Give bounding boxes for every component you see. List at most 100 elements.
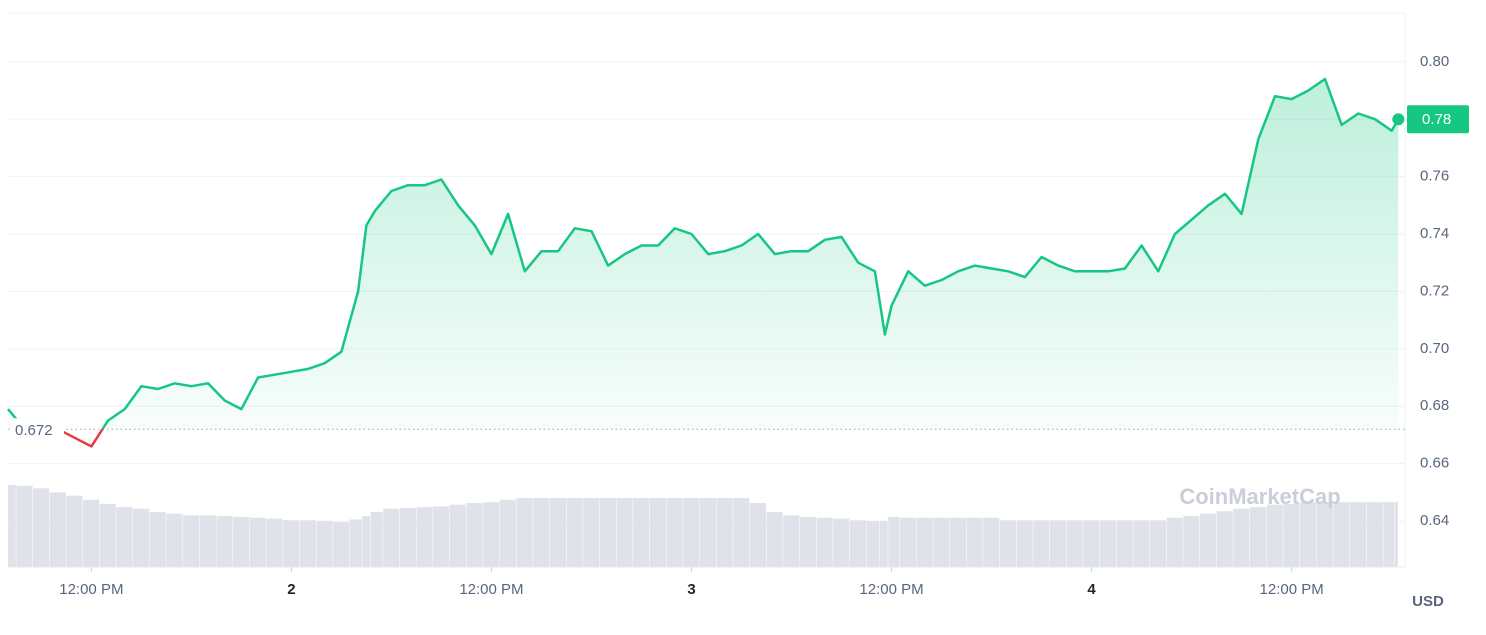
x-tick-label: 3: [687, 581, 695, 598]
volume-bar: [8, 485, 16, 567]
volume-bar: [233, 516, 250, 567]
volume-bar: [1333, 502, 1350, 567]
x-tick-label: 12:00 PM: [1260, 581, 1324, 598]
volume-bar: [1266, 504, 1283, 567]
volume: [8, 485, 1398, 567]
volume-bar: [849, 520, 867, 567]
volume-bar: [33, 488, 50, 567]
volume-bar: [466, 503, 483, 567]
volume-bar: [1249, 507, 1267, 567]
volume-bar: [616, 498, 633, 567]
volume-bar: [249, 517, 266, 567]
baseline-label-bg: [12, 418, 64, 441]
y-tick-label: 0.66: [1420, 455, 1449, 472]
volume-bar: [349, 519, 362, 567]
volume-bar: [516, 498, 533, 567]
volume-bar: [1183, 516, 1200, 567]
x-tick-label: 12:00 PM: [459, 581, 523, 598]
volume-bar: [816, 517, 833, 567]
volume-bar: [799, 516, 817, 567]
volume-bar: [716, 498, 733, 567]
volume-bar: [533, 498, 550, 567]
volume-bar: [99, 503, 116, 567]
volume-bar: [1394, 502, 1398, 567]
volume-bar: [599, 498, 616, 567]
volume-bar: [183, 515, 200, 567]
volume-bar: [833, 518, 850, 567]
watermark: CoinMarketCap: [1179, 484, 1340, 509]
x-tick-label: 12:00 PM: [59, 581, 123, 598]
volume-bar: [683, 498, 700, 567]
x-tick-label: 4: [1087, 581, 1096, 598]
volume-bar: [566, 498, 583, 567]
volume-bar: [1199, 513, 1217, 567]
volume-bar: [49, 492, 66, 567]
y-tick-label: 0.74: [1420, 225, 1449, 242]
volume-bar: [1166, 517, 1183, 567]
volume-bar: [66, 495, 83, 567]
price-box: [1407, 105, 1469, 134]
volume-bar: [1049, 520, 1067, 567]
volume-bar: [549, 498, 566, 567]
volume-bar: [1299, 502, 1317, 567]
volume-bar: [383, 508, 400, 567]
volume-bar: [1316, 502, 1333, 567]
volume-bar: [649, 498, 666, 567]
volume-bar: [199, 515, 216, 567]
volume-bar: [149, 512, 166, 567]
volume-bar: [1066, 520, 1083, 567]
axes: 0.64 0.66 0.68 0.70 0.72 0.74 0.76 0.78 0.80 12:0…: [8, 53, 1469, 598]
volume-bar: [399, 507, 416, 567]
volume-bar: [316, 521, 333, 567]
volume-bar: [983, 517, 1000, 567]
price-line: [7, 77, 1400, 430]
baseline-label: 0.672: [15, 422, 53, 439]
volume-bar: [933, 517, 950, 567]
volume-bar: [1216, 511, 1233, 567]
volume-bar: [766, 512, 783, 567]
volume-bar: [83, 499, 100, 567]
volume-bar: [1233, 508, 1250, 567]
x-tick-label: 2: [287, 581, 295, 598]
x-tick-label: 12:00 PM: [859, 581, 923, 598]
volume-bar: [1383, 502, 1395, 567]
volume-bar: [1366, 502, 1383, 567]
volume-bar: [283, 520, 300, 567]
volume-bar: [1016, 520, 1033, 567]
volume-bar: [1033, 520, 1050, 567]
volume-bar: [1149, 520, 1167, 567]
volume-bar: [499, 499, 516, 567]
volume-bar: [449, 504, 466, 567]
volume-bar: [999, 520, 1017, 567]
volume-bar: [879, 521, 888, 567]
volume-bar: [362, 516, 371, 567]
volume-bar: [333, 521, 350, 567]
volume-bar: [416, 507, 433, 567]
volume-bar: [133, 508, 150, 567]
volume-bar: [216, 516, 233, 567]
volume-bar: [966, 517, 983, 567]
volume-bar: [733, 498, 750, 567]
volume-bar: [1133, 520, 1150, 567]
volume-bar: [116, 507, 133, 567]
volume-bar: [433, 506, 450, 567]
volume-bar: [370, 512, 383, 567]
volume-bar: [866, 521, 880, 567]
volume-bar: [666, 498, 683, 567]
volume-bar: [1099, 520, 1117, 567]
volume-bar: [1116, 520, 1133, 567]
area: [8, 79, 1399, 430]
last-point: [1392, 113, 1405, 126]
volume-bar: [483, 502, 500, 567]
price-label: 0.78: [1422, 111, 1451, 128]
volume-bar: [749, 503, 767, 567]
volume-bar: [899, 517, 917, 567]
y-tick-label: 0.64: [1420, 512, 1449, 529]
volume-bar: [266, 518, 283, 567]
volume-bar: [299, 520, 316, 567]
y-tick-label: 0.76: [1420, 168, 1449, 185]
volume-bar: [888, 516, 900, 567]
volume-bar: [699, 498, 717, 567]
volume-bar: [1083, 520, 1100, 567]
